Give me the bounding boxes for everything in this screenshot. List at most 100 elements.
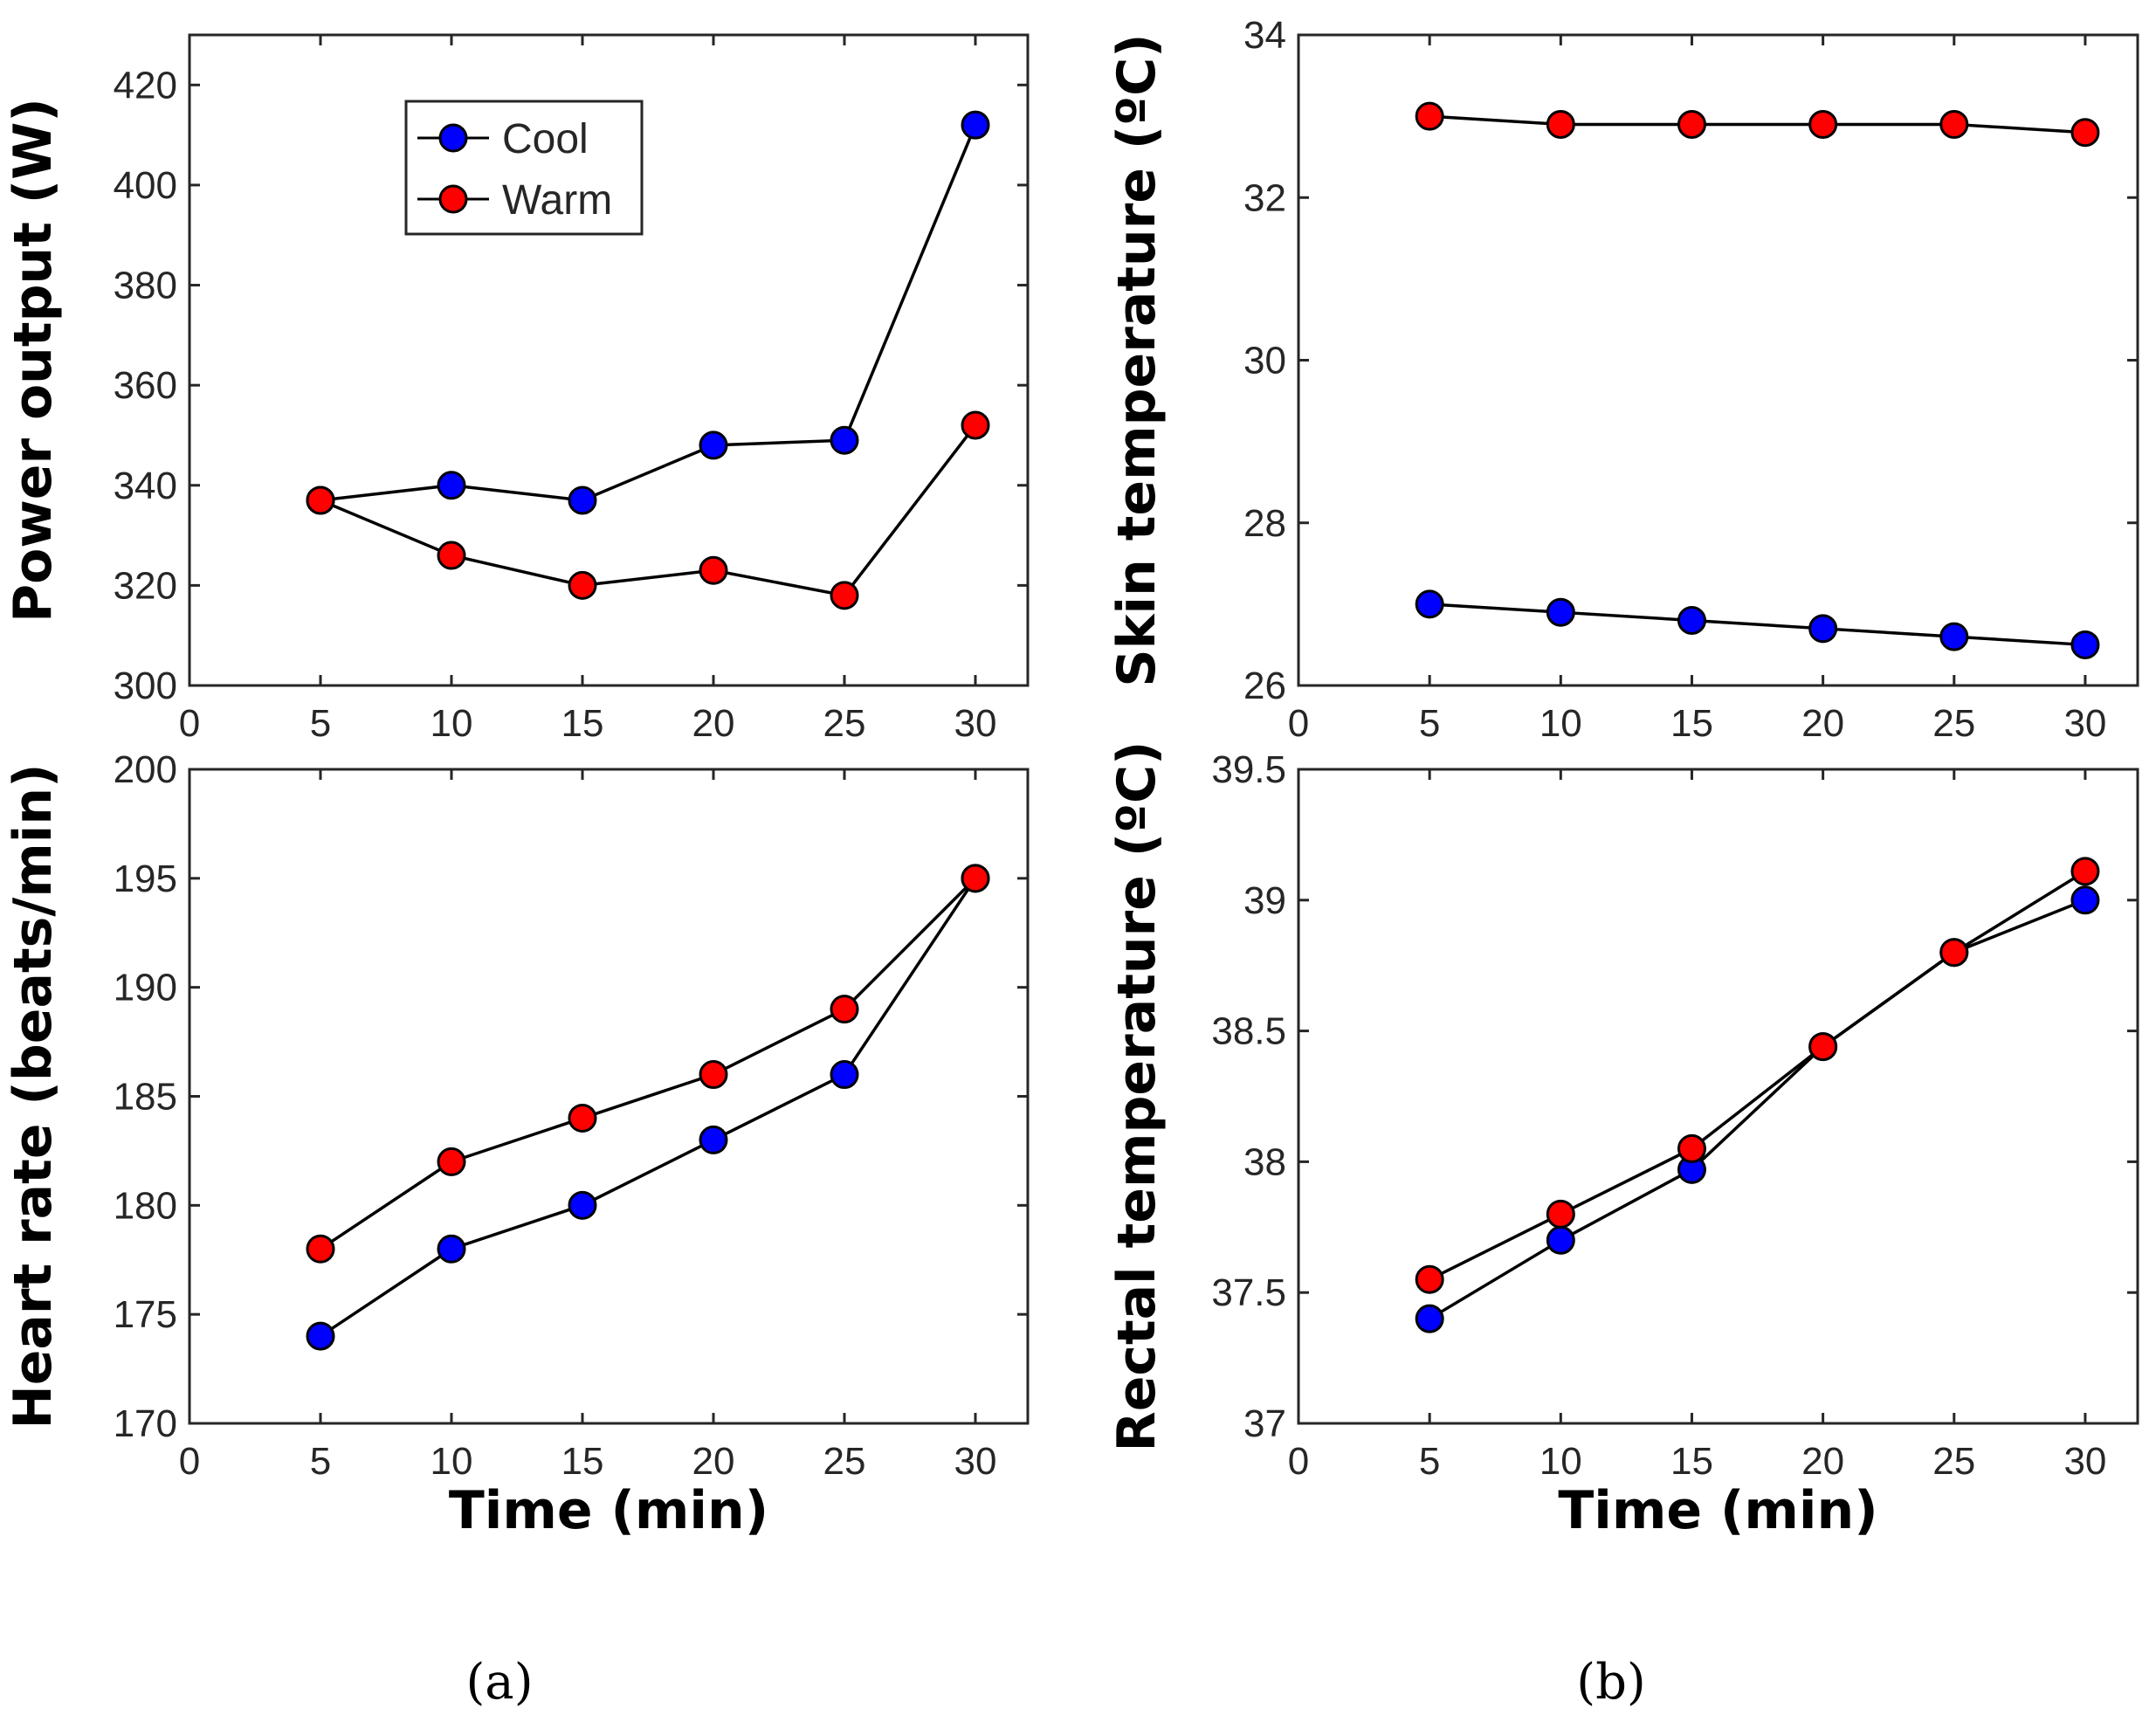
heart-rate-plot: 0 5 10 15 20 25 30 170 175 180 185 190 195 200 Heart r… (3, 748, 1030, 1541)
data-point-cool (1415, 1304, 1444, 1333)
series-line-warm (1429, 114, 2086, 134)
data-point-warm (568, 1103, 597, 1133)
data-point-cool (699, 1125, 728, 1154)
x-tick-label: 30 (2063, 702, 2106, 745)
x-axis-label: Time (min) (1558, 1480, 1877, 1541)
y-tick-label: 37 (1243, 1402, 1286, 1445)
legend: Cool Warm (404, 100, 644, 236)
y-tick-label: 200 (114, 748, 177, 791)
data-point-warm (961, 864, 990, 893)
y-axis-label: Skin temperature (ºC) (1106, 33, 1168, 686)
data-point-cool (2070, 630, 2100, 659)
x-tick-label: 25 (823, 1440, 866, 1483)
series-line-warm (320, 877, 977, 1250)
y-tick-label: 28 (1243, 502, 1286, 545)
plot-frame (1297, 768, 2139, 1425)
x-tick-label: 30 (2063, 1440, 2106, 1483)
y-axis-label: Power output (W) (3, 98, 64, 623)
data-point-cool (568, 486, 597, 515)
data-point-warm (830, 995, 859, 1024)
x-tick-label: 10 (431, 702, 473, 745)
x-tick-label: 0 (1288, 1440, 1309, 1483)
data-point-warm (961, 410, 990, 440)
y-tick-label: 400 (114, 164, 177, 207)
x-tick-label: 15 (1670, 702, 1713, 745)
legend-marker-warm (438, 184, 468, 214)
power-output-plot: 0 5 10 15 20 25 30 300 320 340 360 380 400 420 Power o… (3, 33, 1030, 745)
data-point-warm (1677, 1133, 1706, 1163)
legend-label-cool: Cool (502, 116, 589, 162)
skin-temperature-plot: 0 5 10 15 20 25 30 26 28 30 32 34 Skin temperature (… (1106, 14, 2139, 745)
y-tick-label: 38 (1243, 1140, 1286, 1183)
data-point-cool (1546, 597, 1575, 627)
data-point-cool (1808, 614, 1838, 644)
series-line-cool (1429, 603, 2086, 647)
x-tick-label: 20 (1801, 702, 1844, 745)
y-tick-label: 26 (1243, 665, 1286, 707)
y-tick-label: 32 (1243, 176, 1286, 219)
y-tick-label: 38.5 (1211, 1010, 1286, 1053)
x-tick-label: 25 (823, 702, 866, 745)
data-point-cool (1677, 606, 1706, 635)
series-line-warm (320, 424, 977, 597)
y-tick-label: 180 (114, 1184, 177, 1227)
plot-frame (188, 33, 1030, 687)
data-point-warm (568, 570, 597, 600)
y-tick-label: 380 (114, 265, 177, 307)
data-point-warm (1808, 1032, 1838, 1062)
data-point-cool (699, 430, 728, 460)
data-point-warm (699, 1060, 728, 1090)
rectal-temperature-plot: 0 5 10 15 20 25 30 37 37.5 38 38.5 39 39.5 Rectal tem… (1106, 741, 2139, 1541)
data-point-warm (1415, 101, 1444, 131)
x-tick-label: 30 (954, 702, 997, 745)
data-point-warm (1546, 109, 1575, 139)
y-tick-label: 185 (114, 1076, 177, 1119)
x-axis-label: Time (min) (449, 1480, 768, 1541)
data-point-cool (568, 1190, 597, 1220)
legend-label-warm: Warm (502, 177, 612, 224)
series-line-cool (320, 124, 977, 502)
x-tick-label: 5 (310, 1440, 331, 1483)
y-tick-label: 170 (114, 1402, 177, 1445)
x-tick-label: 15 (561, 702, 604, 745)
y-tick-label: 360 (114, 364, 177, 407)
legend-marker-cool (438, 123, 468, 153)
x-tick-label: 5 (1419, 1440, 1440, 1483)
data-point-cool (830, 425, 859, 455)
x-tick-label: 10 (431, 1440, 473, 1483)
y-tick-label: 175 (114, 1293, 177, 1336)
data-point-warm (437, 541, 466, 570)
x-tick-label: 5 (1419, 702, 1440, 745)
data-point-warm (1415, 1264, 1444, 1294)
x-tick-label: 0 (1288, 702, 1309, 745)
x-tick-label: 20 (1801, 1440, 1844, 1483)
x-tick-label: 20 (692, 1440, 735, 1483)
y-tick-label: 37.5 (1211, 1271, 1286, 1314)
data-point-cool (306, 1321, 335, 1351)
y-tick-label: 39 (1243, 879, 1286, 922)
data-point-warm (306, 486, 335, 515)
data-point-warm (306, 1234, 335, 1264)
y-axis-label: Heart rate (beats/min) (3, 764, 64, 1429)
x-tick-label: 25 (1932, 1440, 1975, 1483)
x-tick-label: 0 (179, 702, 200, 745)
data-point-cool (437, 471, 466, 500)
data-point-cool (1546, 1225, 1575, 1255)
data-point-cool (961, 110, 990, 140)
y-tick-label: 195 (114, 858, 177, 900)
plot-frame (1297, 33, 2139, 687)
panel-label-b: (b) (1576, 1654, 1646, 1711)
series-line-warm (1429, 870, 2086, 1281)
data-point-warm (1939, 938, 1969, 968)
y-tick-label: 320 (114, 564, 177, 607)
series-line-cool (1429, 899, 2086, 1320)
x-tick-label: 10 (1540, 1440, 1582, 1483)
y-tick-label: 34 (1243, 14, 1286, 57)
y-tick-label: 39.5 (1211, 748, 1286, 791)
x-tick-label: 0 (179, 1440, 200, 1483)
legend-box (404, 100, 644, 236)
x-tick-label: 30 (954, 1440, 997, 1483)
data-point-cool (1415, 589, 1444, 619)
x-tick-label: 25 (1932, 702, 1975, 745)
